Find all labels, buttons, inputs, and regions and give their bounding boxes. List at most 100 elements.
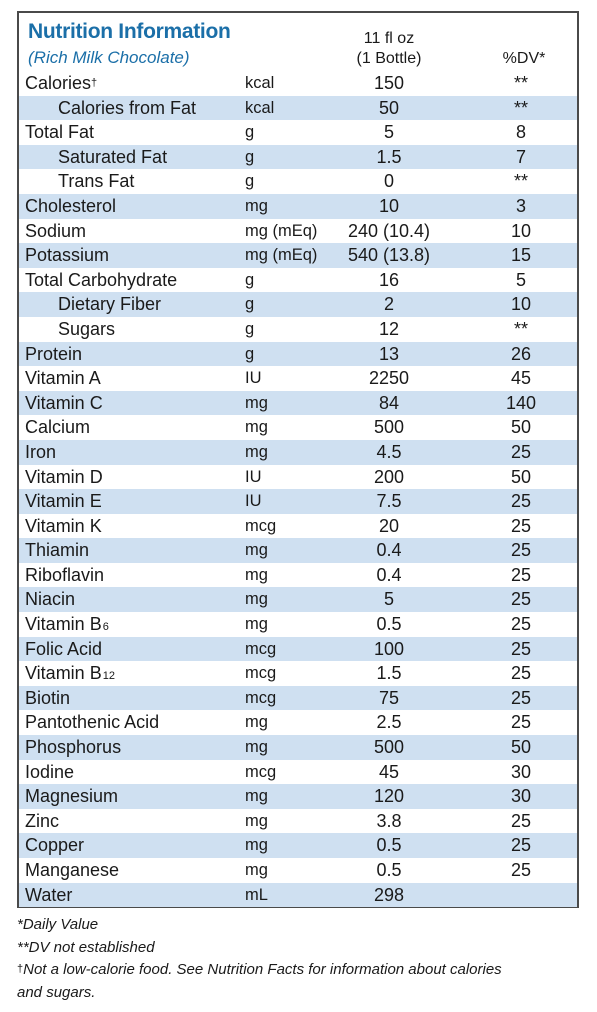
nutrient-amount: 0.5 — [376, 614, 402, 635]
nutrient-daily-value: 25 — [510, 491, 532, 512]
nutrient-name-text: Vitamin A — [25, 368, 101, 389]
nutrient-row: Copper mg 0.5 25 — [19, 833, 577, 858]
nutrient-row: Vitamin B6 mg 0.5 25 — [19, 612, 577, 637]
nutrient-unit: kcal — [245, 98, 275, 117]
nutrient-name: Iodine — [25, 760, 74, 785]
nutrient-daily-value: 25 — [510, 589, 532, 610]
nutrient-name: Calories† — [25, 71, 97, 96]
nutrient-name-text: Vitamin D — [25, 466, 103, 487]
nutrient-daily-value: 25 — [510, 540, 532, 561]
nutrient-row: Trans Fat g 0 ** — [19, 169, 577, 194]
nutrient-name-text: Calcium — [25, 417, 91, 438]
nutrient-name: Zinc — [25, 809, 59, 834]
nutrient-unit: mg — [245, 861, 268, 879]
nutrient-amount: 500 — [373, 417, 405, 438]
nutrient-unit: mcg — [245, 762, 277, 781]
nutrient-row: Dietary Fiber g 2 10 — [19, 292, 577, 317]
nutrient-amount: 500 — [373, 737, 405, 758]
nutrient-row: Riboflavin mg 0.4 25 — [19, 563, 577, 588]
nutrient-row: Vitamin E IU 7.5 25 — [19, 489, 577, 514]
nutrient-unit: mg — [245, 590, 268, 609]
nutrient-row: Calcium mg 500 50 — [19, 415, 577, 440]
nutrient-amount: 10 — [378, 195, 400, 216]
nutrient-name: Folic Acid — [25, 637, 102, 662]
nutrient-daily-value: 50 — [510, 417, 532, 438]
nutrient-name-text: Calories — [25, 73, 92, 93]
nutrition-panel: Nutrition Information (Rich Milk Chocola… — [17, 11, 579, 908]
nutrient-name-text: Water — [25, 884, 73, 905]
nutrient-row: Water mL 298 — [19, 882, 577, 908]
nutrient-name-text: Zinc — [25, 810, 60, 831]
nutrient-amount: 2 — [383, 294, 394, 315]
nutrient-name-text: Iodine — [25, 761, 75, 782]
nutrient-unit: mg — [245, 541, 268, 560]
nutrient-unit: mg — [245, 565, 268, 584]
nutrient-row: Protein g 13 26 — [19, 341, 577, 367]
nutrient-row: Zinc mg 3.8 25 — [19, 809, 577, 834]
nutrient-amount: 120 — [373, 786, 405, 807]
nutrient-unit: g — [245, 319, 255, 338]
nutrient-row: Vitamin D IU 200 50 — [19, 465, 577, 490]
nutrient-unit: g — [245, 123, 255, 142]
dagger-mark: † — [91, 77, 98, 89]
nutrient-daily-value: 25 — [510, 860, 532, 880]
nutrient-name-text: Dietary Fiber — [58, 294, 162, 315]
nutrient-daily-value: 25 — [510, 687, 532, 708]
nutrient-row: Calories from Fat kcal 50 ** — [19, 95, 577, 121]
nutrient-daily-value: 50 — [510, 737, 532, 758]
nutrient-name: Pantothenic Acid — [25, 710, 159, 735]
nutrient-amount: 5 — [383, 589, 394, 610]
footnote-low-calorie-line1: Not a low-calorie food. See Nutrition Fa… — [23, 961, 502, 978]
nutrient-row: Phosphorus mg 500 50 — [19, 735, 577, 760]
nutrient-daily-value: 25 — [510, 663, 532, 684]
nutrient-name-text: Niacin — [25, 589, 76, 610]
nutrient-name-text: Sodium — [25, 220, 87, 241]
nutrient-name-text: Iron — [25, 441, 57, 462]
nutrient-row: Saturated Fat g 1.5 7 — [19, 144, 577, 170]
nutrient-name: Phosphorus — [25, 735, 121, 760]
nutrient-daily-value: 26 — [510, 343, 532, 364]
nutrient-name-text: Trans Fat — [58, 171, 135, 192]
nutrient-name: Cholesterol — [25, 194, 116, 219]
nutrient-daily-value: 25 — [510, 638, 532, 659]
nutrient-amount: 13 — [378, 343, 400, 364]
nutrient-daily-value: 25 — [510, 712, 532, 733]
nutrient-amount: 150 — [373, 73, 405, 93]
nutrient-daily-value: 50 — [510, 466, 532, 487]
nutrient-name-text: Sugars — [58, 318, 116, 339]
nutrient-name: Vitamin K — [25, 514, 102, 539]
nutrient-unit: mg — [245, 615, 268, 634]
panel-header: Nutrition Information (Rich Milk Chocola… — [19, 13, 577, 70]
nutrient-unit: mg — [245, 196, 268, 215]
nutrient-amount: 5 — [383, 122, 394, 143]
nutrient-unit: g — [245, 172, 255, 191]
nutrient-name-text: Pantothenic Acid — [25, 712, 160, 733]
panel-title: Nutrition Information — [28, 20, 231, 43]
nutrient-daily-value: 25 — [510, 515, 532, 536]
nutrient-name: Calcium — [25, 415, 90, 440]
nutrient-row: Thiamin mg 0.4 25 — [19, 538, 577, 563]
nutrient-name: Iron — [25, 440, 56, 465]
nutrient-unit: mg (mEq) — [245, 221, 318, 240]
nutrient-amount: 100 — [373, 638, 405, 659]
nutrient-unit: mL — [245, 885, 268, 904]
nutrient-row: Magnesium mg 120 30 — [19, 784, 577, 809]
nutrient-daily-value: 10 — [510, 220, 532, 241]
nutrient-row: Vitamin K mcg 20 25 — [19, 514, 577, 539]
nutrient-daily-value: ** — [513, 73, 528, 93]
nutrient-unit: g — [245, 270, 255, 289]
dagger-mark: † — [17, 963, 24, 975]
nutrient-amount: 240 (10.4) — [347, 220, 431, 241]
nutrient-unit: mg — [245, 713, 268, 732]
nutrient-amount: 0.5 — [376, 860, 402, 880]
nutrient-unit: mg — [245, 738, 268, 757]
nutrient-row: Total Carbohydrate g 16 5 — [19, 268, 577, 293]
nutrient-unit: mcg — [245, 688, 277, 707]
nutrient-name: Magnesium — [25, 784, 118, 809]
nutrient-daily-value: 30 — [510, 786, 532, 807]
nutrient-unit: IU — [245, 467, 262, 486]
nutrient-name: Potassium — [25, 243, 109, 268]
nutrient-amount: 7.5 — [376, 491, 402, 512]
nutrient-unit: mg — [245, 836, 268, 855]
nutrient-row: Sodium mg (mEq) 240 (10.4) 10 — [19, 219, 577, 244]
